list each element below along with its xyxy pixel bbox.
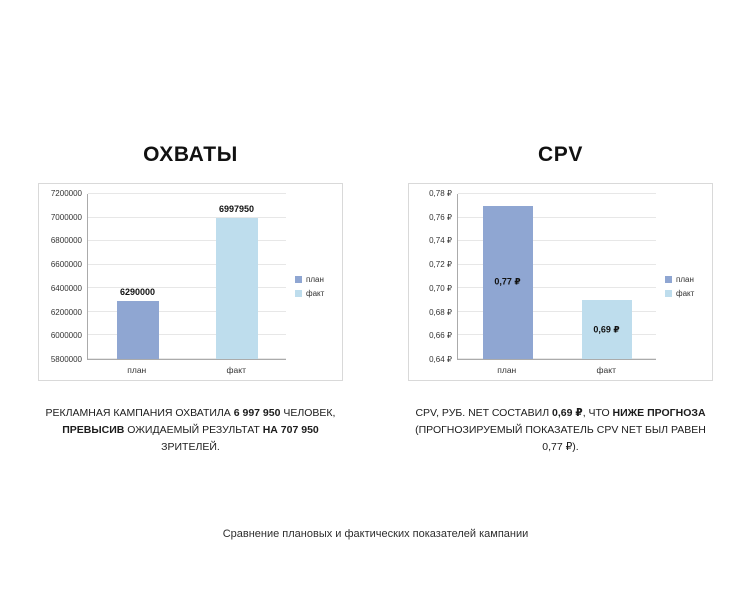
gridline <box>458 310 656 312</box>
x-tick-label: план <box>127 365 147 375</box>
y-tick-label: 0,68 ₽ <box>429 307 452 317</box>
gridline <box>88 193 286 194</box>
legend-swatch <box>665 275 672 283</box>
caption-bold-text: ПРЕВЫСИВ <box>62 423 125 436</box>
x-tick-label: факт <box>226 365 246 375</box>
chart-frame-reach: 5800000 6000000 6200000 6400000 6600000 68000… <box>38 183 343 381</box>
gridline <box>88 358 286 359</box>
x-tick-label: план <box>497 365 517 375</box>
gridline <box>458 287 656 289</box>
y-tick-label: 7200000 <box>50 189 82 198</box>
gridline <box>88 216 286 218</box>
y-tick-label: 7000000 <box>50 212 82 222</box>
gridline <box>88 240 286 242</box>
legend-label: план <box>306 274 324 284</box>
bar-slot: 0,77 ₽ <box>458 194 557 359</box>
y-tick-label: 0,72 ₽ <box>429 260 452 270</box>
gridline <box>458 334 656 336</box>
x-axis: план факт <box>457 360 656 378</box>
chart-caption-cpv: CPV, РУБ. NET СОСТАВИЛ 0,69 ₽, ЧТО НИЖЕ … <box>410 405 711 455</box>
gridline <box>458 263 656 265</box>
caption-bold-text: 6 997 950 <box>233 407 281 419</box>
caption-text: , ЧТО <box>582 407 613 419</box>
caption-bold-text: 0,69 ₽ <box>552 407 583 419</box>
y-tick-label: 0,64 ₽ <box>429 355 452 364</box>
bar-slot: 0,69 ₽ <box>557 194 656 359</box>
legend-label: факт <box>676 288 695 298</box>
plot-area: 0,77 ₽ 0,69 ₽ <box>457 193 656 360</box>
y-tick-label: 6000000 <box>50 331 82 341</box>
bar-факт <box>215 217 258 359</box>
y-tick-label: 6800000 <box>50 236 82 246</box>
legend: план факт <box>656 194 708 378</box>
y-tick-label: 5800000 <box>50 355 82 364</box>
x-axis: план факт <box>87 360 286 378</box>
caption-text: РЕКЛАМНАЯ КАМПАНИЯ ОХВАТИЛА <box>45 407 234 419</box>
chart-title-reach: ОХВАТЫ <box>143 143 238 166</box>
legend-swatch <box>295 289 302 297</box>
bar-факт <box>581 300 632 359</box>
x-tick-label: факт <box>596 365 616 375</box>
legend-item: факт <box>295 289 338 298</box>
legend-label: план <box>676 274 694 284</box>
y-tick-label: 0,66 ₽ <box>429 331 452 341</box>
gridline <box>458 240 656 242</box>
y-axis: 5800000 6000000 6200000 6400000 6600000 68000… <box>41 190 87 364</box>
caption-bold-text: НА 707 950 <box>262 423 319 436</box>
chart-section-reach: ОХВАТЫ 5800000 6000000 6200000 6400000 66000… <box>38 143 343 455</box>
y-axis: 0,64 ₽ 0,66 ₽ 0,68 ₽ 0,70 ₽ 0,72 ₽ 0,74 ₽ 0,76… <box>411 190 457 364</box>
gridline <box>88 310 286 312</box>
gridline <box>458 193 656 194</box>
y-tick-label: 6200000 <box>50 307 82 317</box>
bar-план <box>116 301 159 359</box>
bar-value-label: 6997950 <box>218 203 255 214</box>
legend-item: план <box>665 275 708 284</box>
legend: план факт <box>286 194 338 378</box>
bar-value-label: 0,69 ₽ <box>593 324 620 335</box>
chart-section-cpv: CPV 0,64 ₽ 0,66 ₽ 0,68 ₽ 0,70 ₽ 0,72 ₽ 0,74 ₽… <box>408 143 713 455</box>
gridline <box>458 358 656 359</box>
caption-bold-text: НИЖЕ ПРОГНОЗА <box>612 407 706 419</box>
legend-item: факт <box>665 289 708 298</box>
caption-text: CPV, РУБ. NET СОСТАВИЛ <box>415 407 553 419</box>
footer-caption: Сравнение плановых и фактических показат… <box>222 528 529 540</box>
caption-text: ОЖИДАЕМЫЙ РЕЗУЛЬТАТ <box>124 423 263 436</box>
legend-swatch <box>295 275 302 283</box>
gridline <box>88 287 286 289</box>
gridline <box>88 334 286 336</box>
y-tick-label: 0,78 ₽ <box>429 189 452 198</box>
y-tick-label: 0,70 ₽ <box>429 283 452 293</box>
legend-swatch <box>665 289 672 297</box>
gridline <box>88 263 286 265</box>
chart-title-cpv: CPV <box>538 143 583 166</box>
bar-slot: 6290000 <box>88 194 187 359</box>
chart-frame-cpv: 0,64 ₽ 0,66 ₽ 0,68 ₽ 0,70 ₽ 0,72 ₽ 0,74 ₽ 0,76… <box>408 183 713 381</box>
y-tick-label: 6400000 <box>50 283 82 293</box>
caption-text: (ПРОГНОЗИРУЕМЫЙ ПОКАЗАТЕЛЬ CPV NET БЫЛ Р… <box>415 423 706 453</box>
legend-label: факт <box>306 288 325 298</box>
bar-slot: 6997950 <box>187 194 286 359</box>
y-tick-label: 6600000 <box>50 260 82 270</box>
caption-text: ЗРИТЕЛЕЙ. <box>161 440 220 453</box>
legend-item: план <box>295 275 338 284</box>
bar-value-label: 6290000 <box>119 287 156 298</box>
y-tick-label: 0,76 ₽ <box>429 212 452 222</box>
charts-row: ОХВАТЫ 5800000 6000000 6200000 6400000 66000… <box>38 143 713 455</box>
bar-план <box>482 205 533 359</box>
bar-value-label: 0,77 ₽ <box>494 276 521 287</box>
y-tick-label: 0,74 ₽ <box>429 236 452 246</box>
caption-text: ЧЕЛОВЕК, <box>280 407 336 419</box>
plot-area: 6290000 6997950 <box>87 193 286 360</box>
gridline <box>458 216 656 218</box>
chart-caption-reach: РЕКЛАМНАЯ КАМПАНИЯ ОХВАТИЛА 6 997 950 ЧЕ… <box>40 405 341 455</box>
